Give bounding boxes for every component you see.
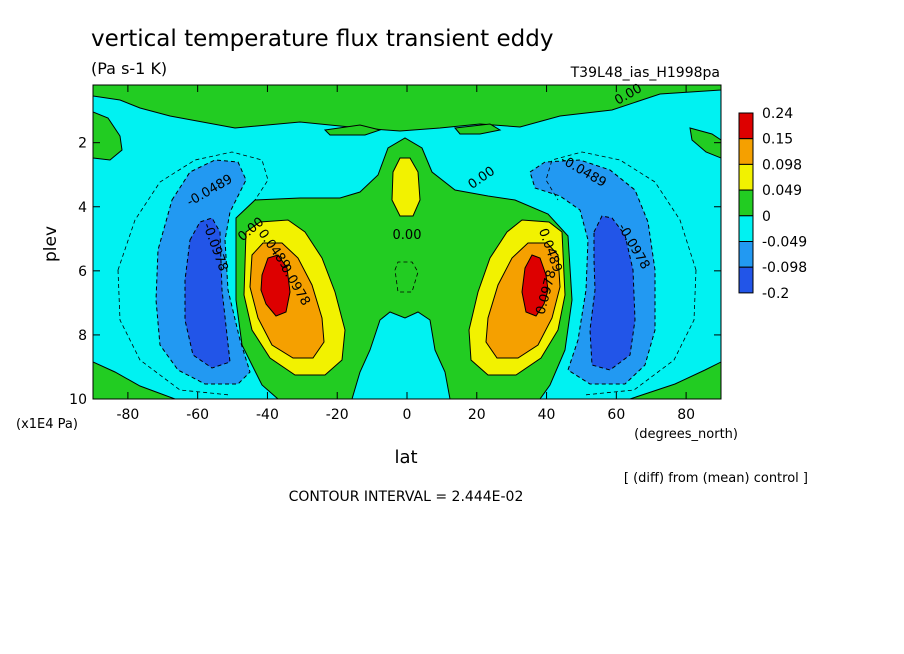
y-tick-label: 8 xyxy=(78,328,87,344)
green-region-top-left xyxy=(93,111,123,161)
x-tick-label: -60 xyxy=(186,407,209,423)
diff-note: [ (diff) from (mean) control ] xyxy=(624,471,808,486)
x-tick-label: 0 xyxy=(403,407,412,423)
contour-line xyxy=(545,151,697,271)
contour-line xyxy=(117,269,231,396)
contour-label: 0.00 xyxy=(393,228,422,243)
green-region-top xyxy=(93,85,721,132)
y-tick-label: 6 xyxy=(78,264,87,280)
colorbar-swatch xyxy=(738,163,754,191)
red-core-right xyxy=(521,254,549,317)
green-region-blob xyxy=(454,123,502,135)
colorbar-label: 0.15 xyxy=(762,132,793,148)
colorbar-swatch xyxy=(738,138,754,165)
colorbar-label: 0 xyxy=(762,209,771,225)
colorbar-label: -0.2 xyxy=(762,286,789,302)
x-axis-label: lat xyxy=(394,447,417,468)
colorbar-label: 0.098 xyxy=(762,157,802,173)
y-tick-label: 2 xyxy=(78,136,87,152)
x-tick-label: 60 xyxy=(607,407,625,423)
colorbar-label: 0.24 xyxy=(762,106,793,122)
y-axis-label: plev xyxy=(41,226,61,262)
green-region-bottom-left xyxy=(93,361,176,399)
contour-line xyxy=(583,269,697,396)
x-tick-label: 80 xyxy=(677,407,695,423)
colorbar-label: -0.049 xyxy=(762,235,807,251)
x-tick-label: -40 xyxy=(256,407,279,423)
y-tick-label: 10 xyxy=(69,392,87,408)
colorbar-swatch xyxy=(738,241,754,268)
colorbar-label: 0.049 xyxy=(762,183,802,199)
darkblue-core-right xyxy=(589,215,636,371)
contour-line xyxy=(394,261,419,293)
colorbar-swatch xyxy=(738,112,754,140)
red-core-left xyxy=(260,254,291,317)
colorbar-label: -0.098 xyxy=(762,260,807,276)
colorbar-swatch xyxy=(738,189,754,217)
y-tick-label: 4 xyxy=(78,200,87,216)
x-tick-label: 20 xyxy=(468,407,486,423)
colorbar-swatch xyxy=(738,266,754,294)
x-axis: -80 -60 -40 -20 0 20 40 60 80 xyxy=(116,85,695,423)
run-id: T39L48_ias_H1998pa xyxy=(570,65,720,81)
x-tick-label: -20 xyxy=(326,407,349,423)
x-tick-label: 40 xyxy=(538,407,556,423)
x-tick-label: -80 xyxy=(116,407,139,423)
y-axis: 2 4 6 8 10 xyxy=(69,136,721,408)
chart-title: vertical temperature flux transient eddy xyxy=(91,26,553,52)
green-region-blob xyxy=(323,124,382,136)
contour-field xyxy=(93,85,721,399)
green-region-bottom-right xyxy=(629,361,721,399)
contour-interval: CONTOUR INTERVAL = 2.444E-02 xyxy=(289,489,524,505)
x-axis-units: (degrees_north) xyxy=(634,427,738,442)
y-axis-units: (x1E4 Pa) xyxy=(16,417,78,432)
darkblue-core-left xyxy=(184,217,231,369)
colorbar-swatch xyxy=(738,215,754,243)
yellow-region-top xyxy=(391,157,421,217)
green-region-top-right xyxy=(689,127,721,159)
chart-units: (Pa s-1 K) xyxy=(91,59,167,78)
colorbar: 0.24 0.15 0.098 0.049 0 -0.049 -0.098 -0.2 xyxy=(738,106,807,302)
contour-line xyxy=(117,151,269,271)
